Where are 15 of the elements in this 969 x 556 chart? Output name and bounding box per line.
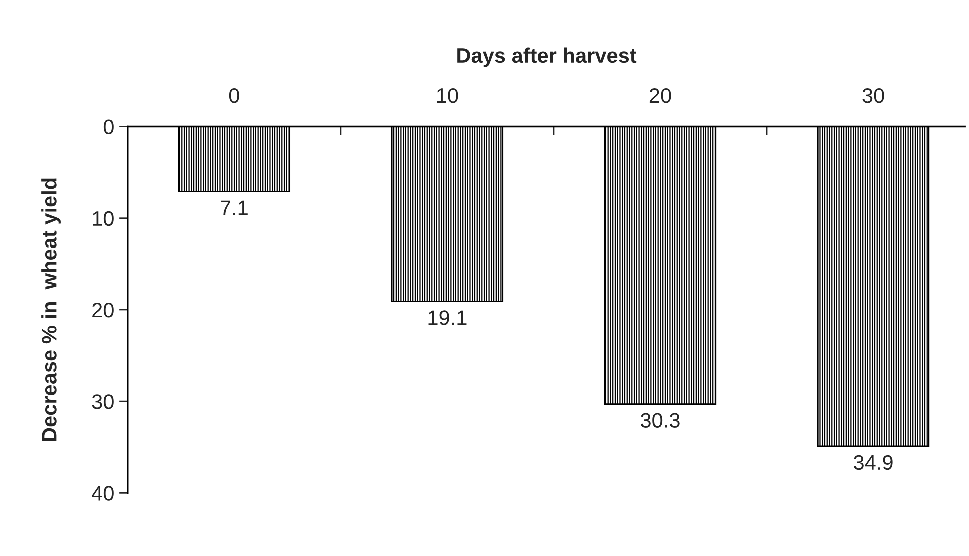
y-axis-title: Decrease % in wheat yield [42, 178, 61, 442]
x-tick-label: 30 [862, 88, 884, 104]
data-label: 7.1 [221, 200, 248, 216]
x-axis-title: Days after harvest [458, 48, 637, 68]
data-label: 30.3 [641, 413, 680, 428]
y-tick-label: 30 [92, 394, 114, 410]
y-tick-label: 0 [104, 120, 114, 135]
x-tick-label: 10 [437, 88, 458, 104]
x-tick-label: 0 [229, 88, 240, 104]
y-tick-label: 20 [92, 302, 114, 318]
x-tick-label: 20 [650, 88, 672, 104]
y-tick-label: 40 [92, 486, 114, 501]
data-label: 19.1 [428, 310, 467, 326]
y-tick-label: 10 [93, 211, 114, 226]
data-label: 34.9 [854, 455, 893, 470]
